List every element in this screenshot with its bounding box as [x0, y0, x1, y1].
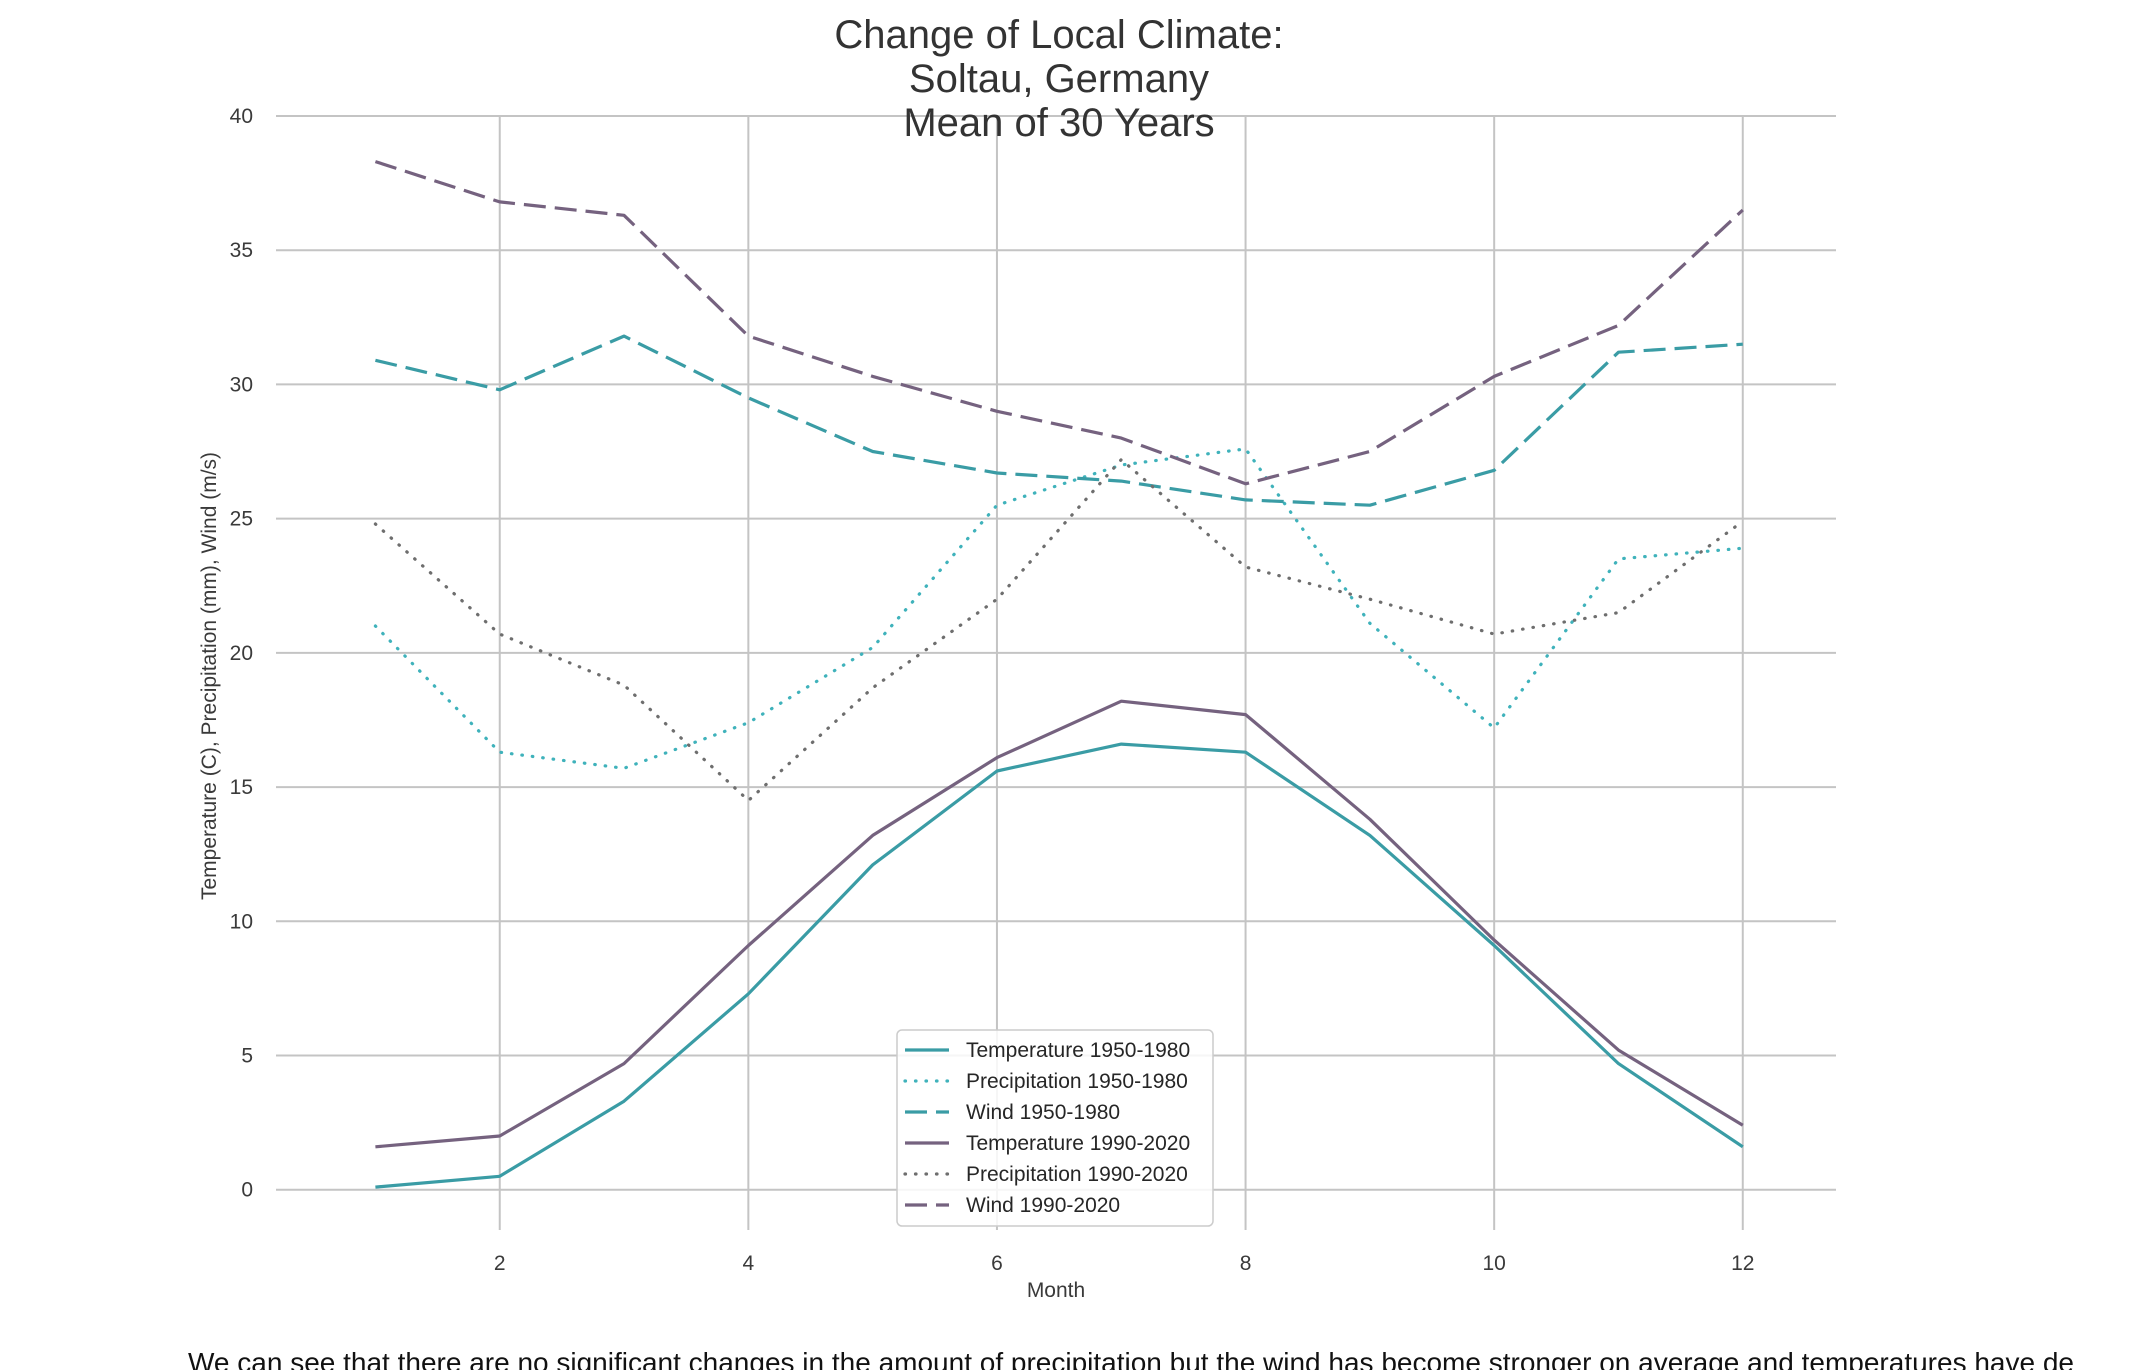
chart-title-line-1: Change of Local Climate:: [834, 13, 1283, 57]
y-tick-label: 25: [230, 508, 253, 531]
chart-title-line-2: Soltau, Germany: [909, 57, 1209, 101]
chart-title-line-3: Mean of 30 Years: [903, 101, 1214, 145]
y-tick-label: 15: [230, 776, 253, 799]
legend-label-2: Precipitation 1950-1980: [966, 1070, 1188, 1093]
series-line-2: [373, 447, 1745, 770]
x-axis-label: Month: [1027, 1279, 1085, 1302]
legend-label-6: Wind 1990-2020: [966, 1194, 1120, 1217]
y-tick-label: 30: [230, 373, 253, 396]
y-tick-label: 0: [241, 1179, 253, 1202]
series-line-3: [375, 334, 1743, 507]
series-lines: [373, 160, 1745, 1189]
y-tick-label: 20: [230, 642, 253, 665]
x-tick-label: 10: [1482, 1252, 1505, 1275]
series-line-1: [375, 742, 1744, 1189]
series-line-4: [375, 699, 1744, 1149]
legend-label-4: Temperature 1990-2020: [966, 1132, 1190, 1155]
tick-labels: 0 5 10 15 20 25 30 35 40 2 4 6 8 10 12: [230, 105, 1755, 1275]
legend-frame: [896, 1029, 1214, 1227]
y-tick-label: 40: [230, 105, 253, 128]
legend-label-1: Temperature 1950-1980: [966, 1039, 1190, 1062]
x-tick-label: 12: [1731, 1252, 1754, 1275]
grid-lines: [276, 115, 1836, 1230]
x-tick-label: 8: [1240, 1252, 1252, 1275]
y-tick-label: 10: [230, 910, 253, 933]
series-line-5: [373, 458, 1745, 803]
y-tick-label: 5: [241, 1045, 253, 1068]
legend-label-3: Wind 1950-1980: [966, 1101, 1120, 1124]
x-tick-label: 2: [494, 1252, 506, 1275]
x-tick-label: 4: [743, 1252, 755, 1275]
series-line-6: [374, 160, 1744, 486]
y-tick-label: 35: [230, 239, 253, 262]
legend-items: Temperature 1950-1980 Precipitation 1950-…: [903, 1039, 1190, 1217]
legend-label-5: Precipitation 1990-2020: [966, 1163, 1188, 1186]
y-axis-label: Temperature (C), Precipitation (mm), Win…: [198, 452, 221, 900]
legend: Temperature 1950-1980 Precipitation 1950-…: [896, 1029, 1214, 1227]
x-tick-label: 6: [991, 1252, 1003, 1275]
caption-text: We can see that there are no significant…: [188, 1347, 2074, 1370]
